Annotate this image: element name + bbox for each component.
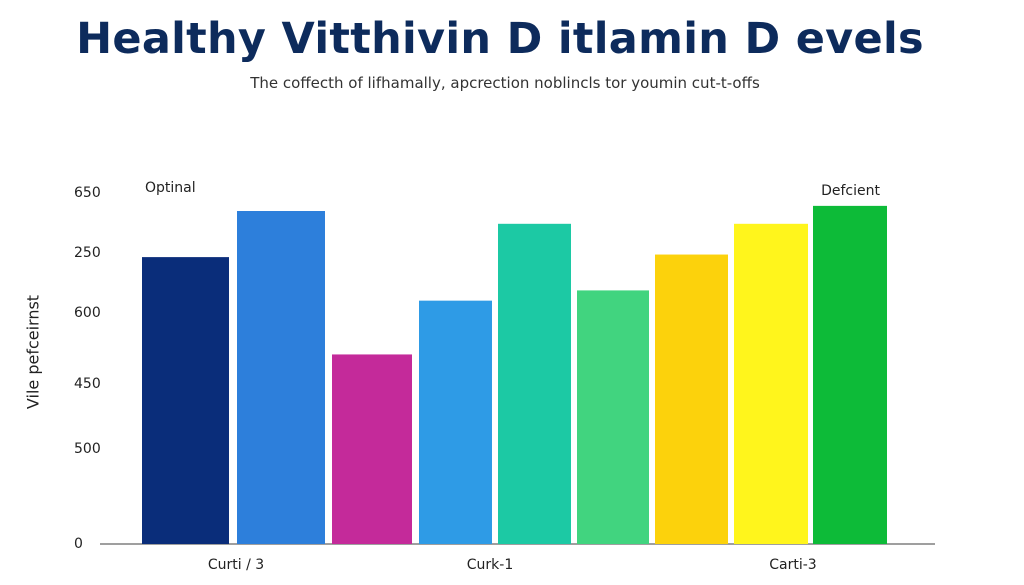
y-tick-label: 450 (74, 376, 101, 392)
chart-title: Healthy Vitthivin D itlamin D evels (76, 14, 924, 64)
bar (419, 300, 492, 544)
bar (142, 257, 229, 544)
y-tick-label: 250 (74, 245, 101, 261)
bar (577, 290, 649, 544)
y-tick-label: 0 (74, 536, 83, 552)
chart-annotation: Defcient (821, 183, 880, 199)
bar (734, 223, 808, 545)
bar (813, 205, 887, 544)
chart-annotation: Optinal (145, 180, 196, 196)
chart-subtitle: The coffecth of lifhamally, apcrection n… (250, 74, 760, 92)
bar (332, 354, 412, 544)
bar (237, 211, 325, 544)
y-tick-label: 650 (74, 185, 101, 201)
x-group-label: Curti / 3 (208, 557, 264, 573)
x-group-label: Carti-3 (769, 557, 816, 573)
bar (655, 254, 728, 545)
x-group-label: Curk-1 (467, 557, 513, 573)
y-tick-label: 500 (74, 441, 101, 457)
y-tick-label: 600 (74, 305, 101, 321)
bar (498, 223, 571, 545)
